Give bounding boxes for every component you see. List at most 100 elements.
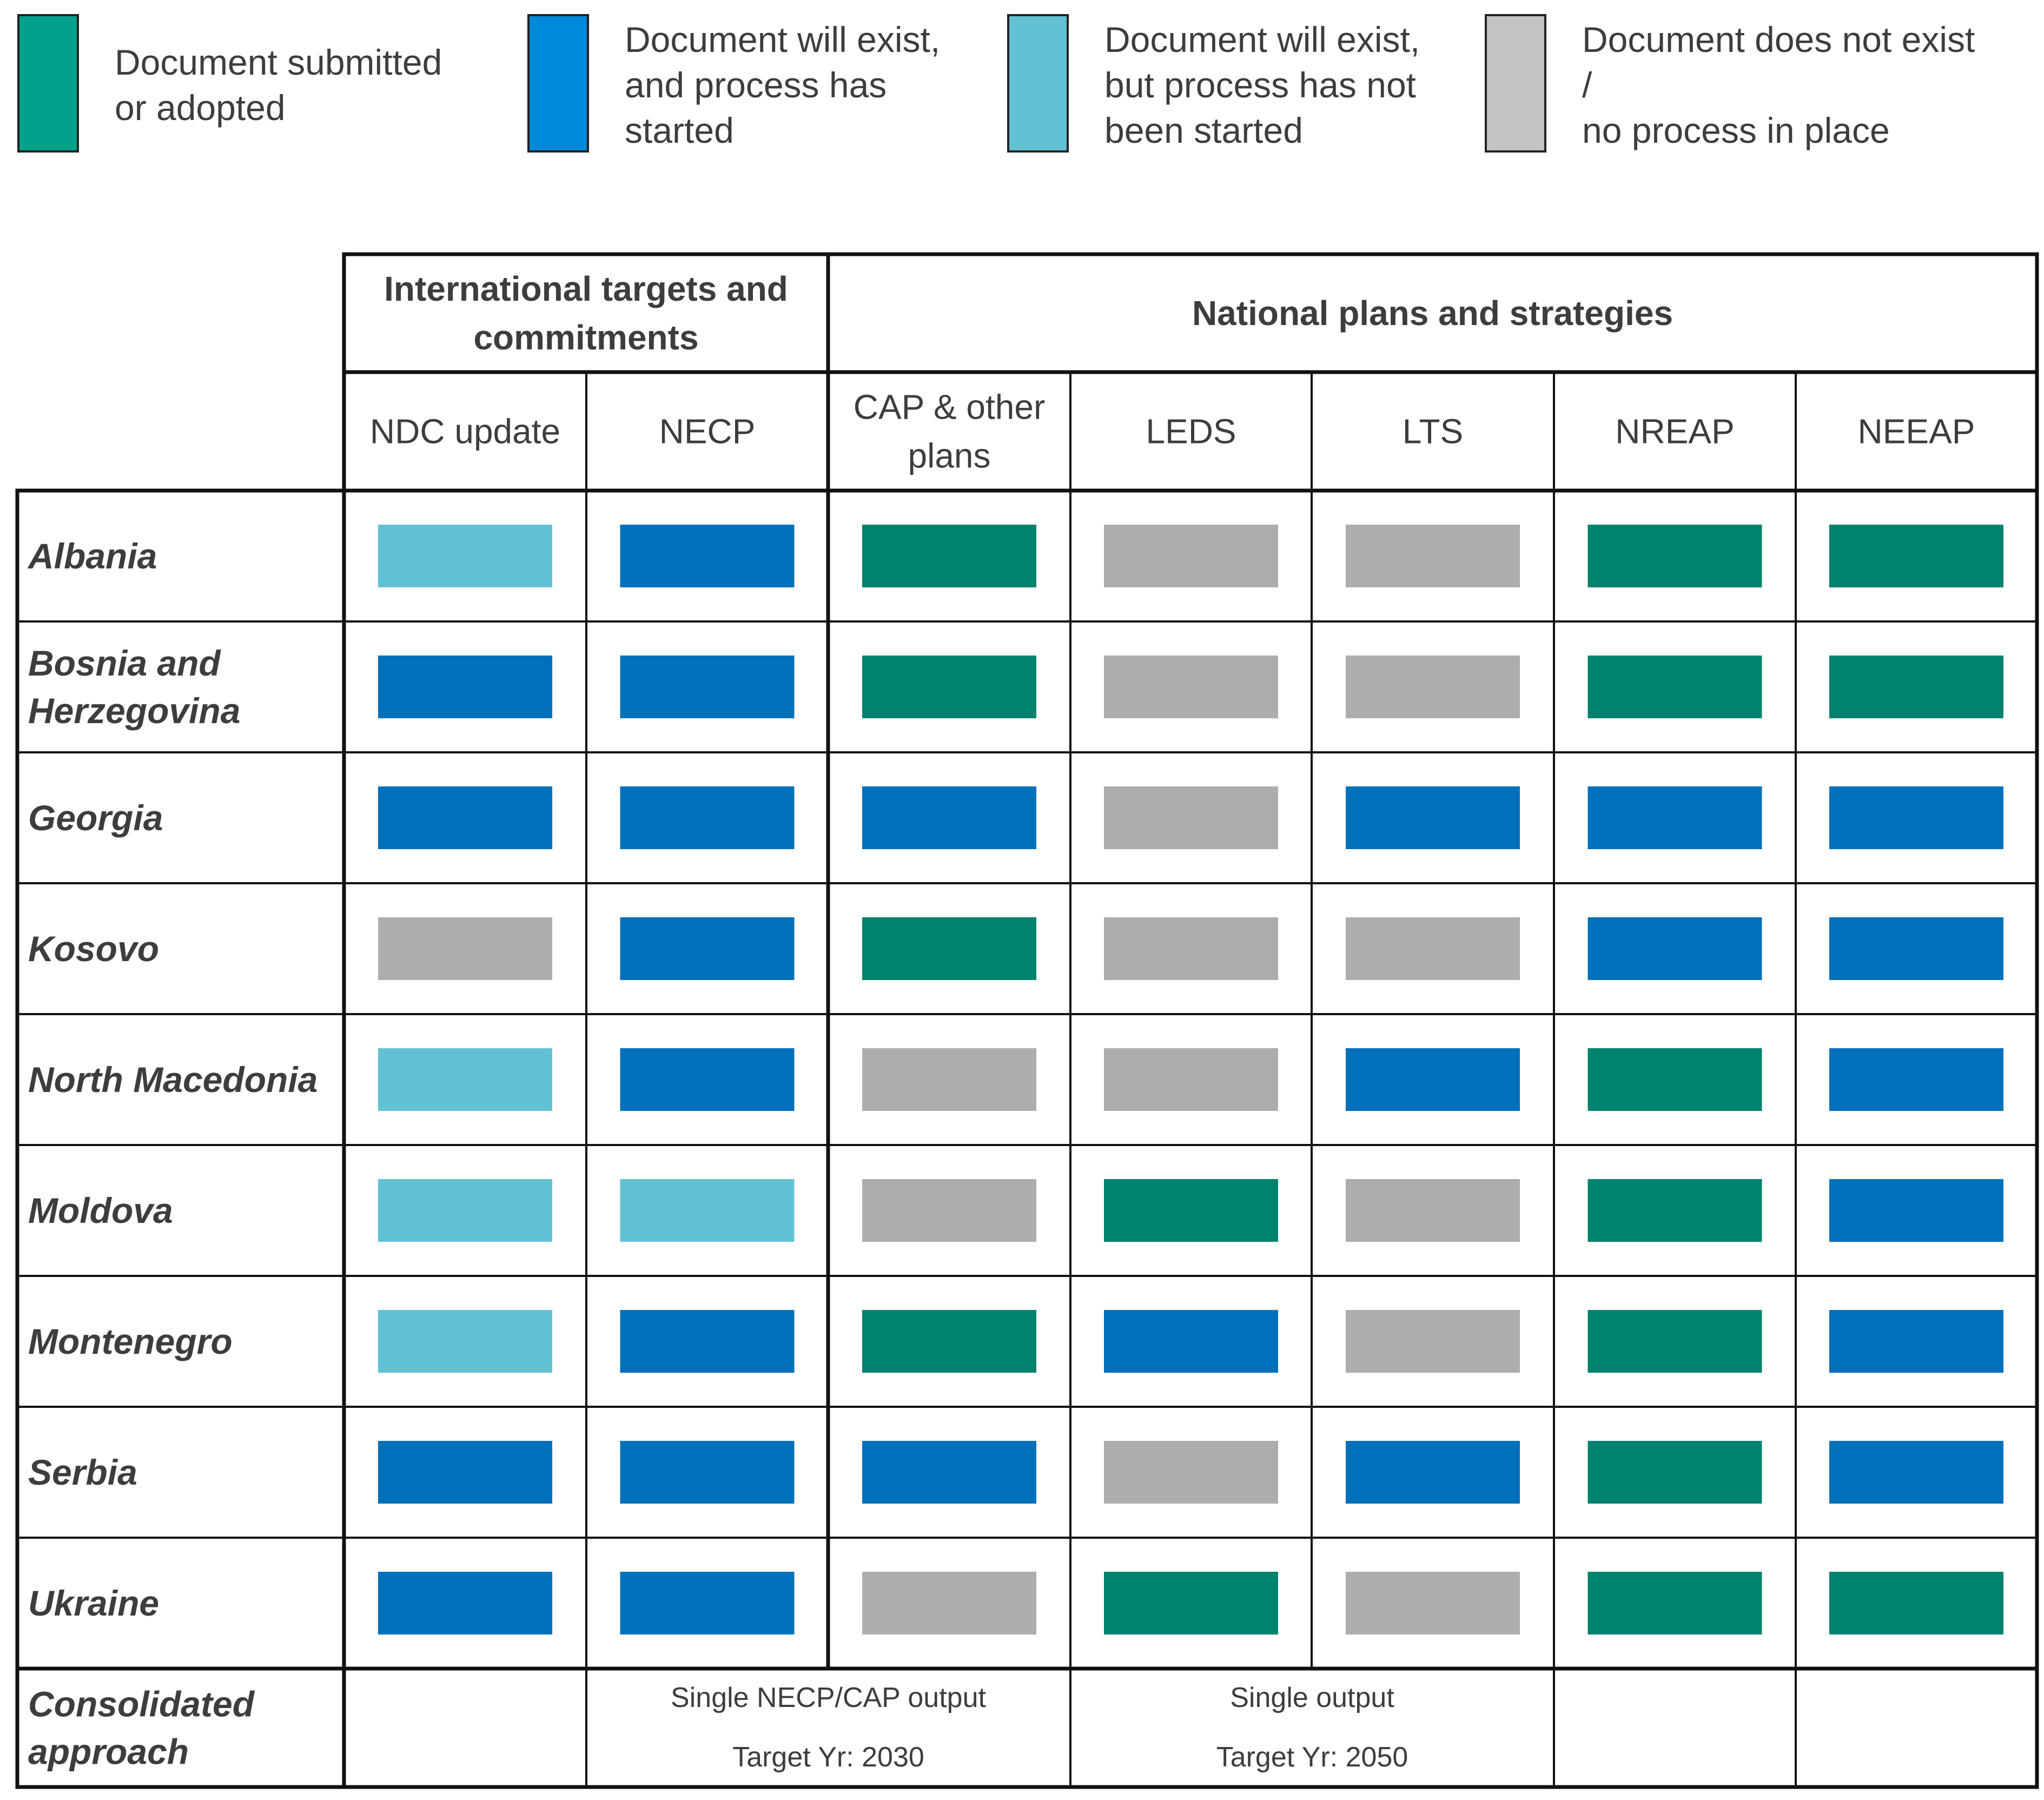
status-cell-none xyxy=(1346,1310,1520,1373)
status-cell-submitted xyxy=(1587,1441,1762,1504)
status-cell-none xyxy=(1104,917,1278,980)
status-cell-none xyxy=(862,1179,1036,1242)
status-cell-started xyxy=(1829,1441,2003,1504)
status-cell-submitted xyxy=(862,1310,1036,1373)
consolidated-note: Target Yr: 2050 xyxy=(1216,1742,1408,1773)
status-cell-submitted xyxy=(1829,1572,2003,1634)
status-cell-started xyxy=(1587,917,1762,980)
status-cell-started xyxy=(620,1572,795,1634)
status-cell-none xyxy=(378,917,552,980)
status-cell-started xyxy=(862,786,1036,849)
group-header-international: commitments xyxy=(473,318,698,357)
row-label-bosnia-and-herzegovina: Herzegovina xyxy=(28,691,240,731)
legend-label: Document does not exist / no process in … xyxy=(1582,19,1975,150)
row-label-consolidated-approach: approach xyxy=(28,1732,189,1772)
status-cell-submitted xyxy=(862,656,1036,718)
status-cell-started xyxy=(620,1441,795,1504)
column-header-lts: LTS xyxy=(1403,412,1464,451)
status-cell-none xyxy=(1104,525,1278,587)
status-cell-started xyxy=(620,656,795,718)
legend-label: Document will exist, but process has not… xyxy=(1104,19,1420,150)
status-cell-started xyxy=(1829,1048,2003,1111)
row-label-north-macedonia: North Macedonia xyxy=(28,1060,317,1100)
status-cell-none xyxy=(1104,1441,1278,1504)
status-cell-started xyxy=(1346,786,1520,849)
row-label-ukraine: Ukraine xyxy=(28,1583,159,1623)
status-cell-none xyxy=(1346,1179,1520,1242)
row-label-kosovo: Kosovo xyxy=(28,929,159,969)
status-cell-none xyxy=(1346,1572,1520,1634)
column-header-necp: NECP xyxy=(659,412,756,451)
status-cell-submitted xyxy=(862,525,1036,587)
status-cell-submitted xyxy=(1587,1048,1762,1111)
status-cell-submitted xyxy=(1829,525,2003,587)
status-cell-started xyxy=(1829,917,2003,980)
status-cell-submitted xyxy=(1587,525,1762,587)
status-cell-not-started xyxy=(378,1048,552,1111)
row-label-albania: Albania xyxy=(27,536,157,576)
status-cell-started xyxy=(378,1441,552,1504)
row-label-moldova: Moldova xyxy=(28,1190,173,1230)
status-cell-started xyxy=(1346,1048,1520,1111)
column-header-cap-other-plans: plans xyxy=(908,436,991,475)
consolidated-note: Target Yr: 2030 xyxy=(732,1742,924,1773)
status-cell-started xyxy=(1346,1441,1520,1504)
status-cell-started xyxy=(1829,786,2003,849)
status-cell-started xyxy=(1829,1179,2003,1242)
row-label-serbia: Serbia xyxy=(28,1452,137,1492)
column-header-leds: LEDS xyxy=(1146,412,1236,451)
status-cell-not-started xyxy=(620,1179,795,1242)
row-label-georgia: Georgia xyxy=(28,798,163,838)
legend-label: Document submitted or adopted xyxy=(115,42,442,128)
status-cell-started xyxy=(620,1310,795,1373)
legend-swatch xyxy=(1007,14,1069,153)
status-cell-not-started xyxy=(378,1310,552,1373)
status-cell-submitted xyxy=(1587,1572,1762,1634)
status-cell-not-started xyxy=(378,1179,552,1242)
status-cell-submitted xyxy=(1587,656,1762,718)
status-cell-none xyxy=(862,1048,1036,1111)
consolidated-note: Single output xyxy=(1230,1682,1394,1713)
group-header-national: National plans and strategies xyxy=(1192,294,1673,333)
status-cell-started xyxy=(620,917,795,980)
legend-swatch xyxy=(17,14,79,153)
status-cell-started xyxy=(862,1441,1036,1504)
status-cell-started xyxy=(620,1048,795,1111)
column-header-ndc-update: NDC update xyxy=(370,412,560,451)
legend-swatch xyxy=(1485,14,1546,153)
status-cell-not-started xyxy=(378,525,552,587)
status-cell-submitted xyxy=(1104,1179,1278,1242)
status-cell-submitted xyxy=(1829,656,2003,718)
status-cell-started xyxy=(378,656,552,718)
status-cell-none xyxy=(1346,917,1520,980)
consolidated-note: Single NECP/CAP output xyxy=(671,1682,986,1713)
row-label-bosnia-and-herzegovina: Bosnia and xyxy=(28,643,221,683)
status-cell-none xyxy=(1104,786,1278,849)
legend: Document submitted or adopted Document wi… xyxy=(0,0,2044,162)
legend-swatch xyxy=(527,14,589,153)
legend-label: Document will exist, and process has sta… xyxy=(625,19,941,150)
status-cell-submitted xyxy=(862,917,1036,980)
status-cell-submitted xyxy=(1587,1179,1762,1242)
status-cell-submitted xyxy=(1104,1572,1278,1634)
status-cell-started xyxy=(378,786,552,849)
row-label-consolidated-approach: Consolidated xyxy=(28,1684,255,1724)
status-cell-started xyxy=(620,525,795,587)
column-header-cap-other-plans: CAP & other xyxy=(854,388,1046,427)
column-header-nreap: NREAP xyxy=(1615,412,1735,451)
status-cell-none xyxy=(862,1572,1036,1634)
row-label-montenegro: Montenegro xyxy=(28,1321,233,1361)
status-cell-started xyxy=(620,786,795,849)
status-cell-none xyxy=(1346,656,1520,718)
status-cell-none xyxy=(1104,1048,1278,1111)
status-cell-none xyxy=(1104,656,1278,718)
status-cell-started xyxy=(378,1572,552,1634)
status-cell-submitted xyxy=(1587,1310,1762,1373)
status-cell-started xyxy=(1587,786,1762,849)
column-header-neeap: NEEAP xyxy=(1858,412,1975,451)
status-cell-none xyxy=(1346,525,1520,587)
group-header-international: International targets and xyxy=(384,269,788,308)
status-cell-started xyxy=(1829,1310,2003,1373)
status-cell-started xyxy=(1104,1310,1278,1373)
